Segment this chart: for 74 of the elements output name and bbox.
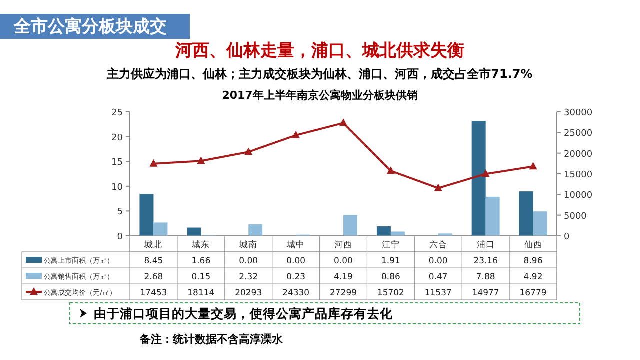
y-tick-label: 20 <box>112 133 124 144</box>
bar <box>472 121 486 236</box>
point <box>244 148 253 156</box>
data-label: 2.32 <box>239 272 258 282</box>
point <box>340 118 348 126</box>
x-tick-label: 城中 <box>286 240 306 250</box>
data-label: 0.00 <box>239 256 258 266</box>
y-tick-label: 0 <box>117 232 124 242</box>
x-tick-label: 城南 <box>238 240 258 250</box>
x-tick-label: 六合 <box>429 240 448 250</box>
data-label: 14977 <box>472 288 500 298</box>
bar <box>533 212 548 236</box>
y2-tick-label: 25000 <box>564 129 593 140</box>
y2-tick-label: 30000 <box>564 108 593 118</box>
data-label: 0.15 <box>192 272 211 282</box>
data-label: 4.19 <box>334 272 353 282</box>
chart-title: 全市公寓分板块成交 <box>13 17 167 37</box>
data-label: 15702 <box>377 288 404 298</box>
text: 由于浦口项目的大量交易，使得公寓产品库存有去化 <box>94 306 394 321</box>
data-label: 0.00 <box>286 256 306 266</box>
data-label: 8.45 <box>144 256 164 266</box>
x-tick-label: 河西 <box>334 240 352 250</box>
bar <box>140 194 154 236</box>
text: 河西、仙林走量，浦口、城北供求失衡 <box>174 41 464 61</box>
data-label: 17453 <box>140 288 168 298</box>
y2-tick-label: 20000 <box>564 150 593 160</box>
data-label: 27299 <box>330 288 358 298</box>
y-tick-label: 5 <box>117 208 123 218</box>
bar <box>154 222 168 236</box>
bar <box>376 226 391 236</box>
text: 主力供应为浦口、仙林；主力成交板块为仙林、浦口、河西，成交占全市71.7% <box>106 67 533 81</box>
data-label: 0.23 <box>286 272 306 282</box>
y2-tick-label: 10000 <box>564 191 593 202</box>
data-label: 7.88 <box>476 272 496 282</box>
point <box>292 130 300 138</box>
data-label: 20293 <box>235 288 262 298</box>
point <box>386 166 395 174</box>
x-tick-label: 江宁 <box>382 240 400 250</box>
text: 备注：统计数据不含高淳溧水 <box>139 333 284 346</box>
data-label: 0.00 <box>334 256 353 266</box>
point <box>150 159 158 167</box>
bar <box>519 192 534 236</box>
data-label: 24330 <box>282 288 310 298</box>
data-label: 18114 <box>188 288 215 298</box>
x-tick-label: 浦口 <box>476 240 495 250</box>
data-label: 11537 <box>424 288 452 298</box>
x-tick-label: 城北 <box>144 240 163 250</box>
data-label: 4.92 <box>524 272 543 282</box>
x-tick-label: 仙西 <box>524 240 542 250</box>
data-label: 1.91 <box>381 256 400 266</box>
bar <box>486 196 500 236</box>
data-label: 0.86 <box>381 272 400 282</box>
bar <box>344 215 358 236</box>
point <box>482 170 490 178</box>
data-label: 0.47 <box>428 272 448 282</box>
bar <box>187 228 202 236</box>
y-tick-label: 10 <box>112 182 124 193</box>
y-tick-label: 15 <box>112 158 123 168</box>
y2-tick-label: 0 <box>564 232 570 242</box>
point <box>434 184 442 192</box>
bar <box>248 224 263 236</box>
chart-subtitle: 2017年上半年南京公寓物业分板块供销 <box>222 89 418 102</box>
x-tick-label: 城东 <box>191 240 210 250</box>
y-tick-label: 25 <box>112 108 123 118</box>
data-label: 8.96 <box>524 256 543 266</box>
data-label: 1.66 <box>192 256 211 266</box>
point <box>197 156 206 164</box>
y2-tick-label: 5000 <box>564 212 588 222</box>
point <box>529 162 538 170</box>
data-label: 0.00 <box>428 256 448 266</box>
y2-tick-label: 15000 <box>564 170 593 180</box>
data-label: 23.16 <box>474 256 498 266</box>
data-label: 2.68 <box>144 272 164 282</box>
data-label: 16779 <box>520 288 547 298</box>
